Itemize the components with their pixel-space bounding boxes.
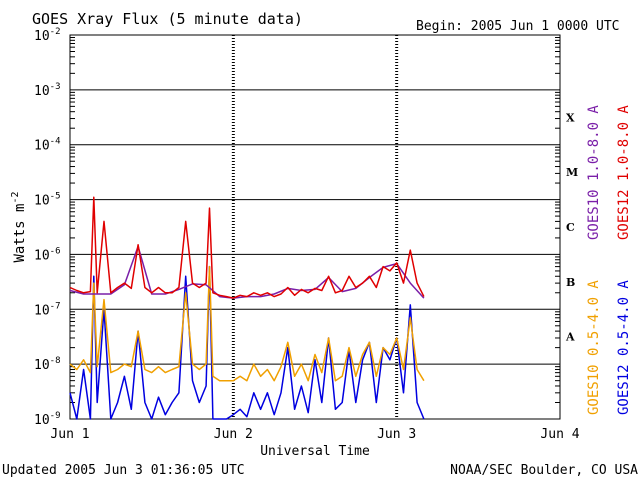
y-axis-label-exponent: -2 bbox=[10, 191, 21, 203]
y-tick-label: 10-2 bbox=[34, 27, 61, 44]
minor-ticks bbox=[70, 37, 560, 403]
x-tick-label: Jun 2 bbox=[214, 427, 253, 442]
legend-item: GOES12 0.5-4.0 A bbox=[616, 280, 632, 415]
y-tick-label: 10-8 bbox=[34, 356, 61, 373]
x-tick-label: Jun 1 bbox=[50, 427, 89, 442]
x-tick-label: Jun 3 bbox=[377, 427, 416, 442]
flare-class-label: C bbox=[566, 221, 575, 234]
x-axis-ticks: Jun 1 Jun 2 Jun 3 Jun 4 bbox=[50, 427, 579, 442]
legend: GOES10 1.0-8.0 A GOES12 1.0-8.0 A GOES10 0… bbox=[586, 105, 632, 415]
plot-area bbox=[69, 34, 561, 420]
y-axis-label: Watts m-2 bbox=[10, 191, 28, 262]
series-line bbox=[69, 196, 425, 299]
chart-title: GOES Xray Flux (5 minute data) bbox=[32, 10, 303, 28]
x-axis-label: Universal Time bbox=[260, 444, 370, 459]
flare-class-labels: X M C B A bbox=[565, 111, 578, 343]
svg-text:Watts m-2: Watts m-2 bbox=[10, 191, 28, 262]
series-line bbox=[69, 265, 425, 382]
flare-class-label: B bbox=[566, 276, 575, 289]
x-tick-label: Jun 4 bbox=[540, 427, 579, 442]
y-axis-label-text: Watts m bbox=[12, 204, 28, 263]
legend-label: GOES12 0.5-4.0 A bbox=[616, 280, 632, 415]
grid bbox=[70, 89, 560, 365]
y-tick-label: 10-9 bbox=[34, 411, 61, 428]
series-line bbox=[69, 265, 425, 420]
legend-item: GOES10 1.0-8.0 A bbox=[586, 105, 602, 240]
plot-frame bbox=[69, 34, 561, 420]
source-credit: NOAA/SEC Boulder, CO USA bbox=[450, 463, 638, 478]
y-tick-label: 10-5 bbox=[34, 192, 61, 209]
legend-label: GOES10 0.5-4.0 A bbox=[586, 280, 602, 415]
y-tick-label: 10-3 bbox=[34, 82, 61, 99]
flare-class-label: X bbox=[566, 111, 575, 124]
y-tick-label: 10-6 bbox=[34, 246, 61, 263]
legend-item: GOES10 0.5-4.0 A bbox=[586, 280, 602, 415]
y-tick-label: 10-4 bbox=[34, 137, 61, 154]
y-axis-ticks: 10-2 10-3 10-4 10-5 10-6 10-7 10-8 10-9 bbox=[34, 27, 61, 428]
updated-timestamp: Updated 2005 Jun 3 01:36:05 UTC bbox=[2, 463, 245, 478]
legend-item: GOES12 1.0-8.0 A bbox=[616, 105, 632, 240]
begin-date: Begin: 2005 Jun 1 0000 UTC bbox=[416, 19, 620, 34]
series-layer bbox=[69, 196, 425, 420]
y-tick-label: 10-7 bbox=[34, 301, 61, 318]
legend-label: GOES10 1.0-8.0 A bbox=[586, 105, 602, 240]
legend-label: GOES12 1.0-8.0 A bbox=[616, 105, 632, 240]
day-separators bbox=[231, 35, 399, 419]
flare-class-label: A bbox=[565, 331, 575, 344]
flare-class-label: M bbox=[566, 166, 578, 179]
